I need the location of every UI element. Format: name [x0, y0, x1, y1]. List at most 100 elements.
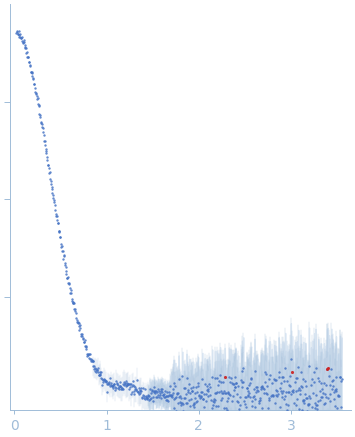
Point	[35, 94, 40, 101]
Point	[259, 382, 265, 389]
Point	[244, 385, 250, 392]
Point	[74, 319, 80, 326]
Point	[142, 385, 148, 392]
Point	[212, 375, 218, 382]
Point	[73, 310, 78, 317]
Point	[119, 385, 125, 392]
Point	[310, 375, 315, 382]
Point	[146, 392, 151, 399]
Point	[273, 392, 278, 399]
Point	[137, 390, 142, 397]
Point	[257, 395, 262, 402]
Point	[191, 403, 197, 410]
Point	[295, 363, 301, 370]
Point	[75, 320, 81, 327]
Point	[332, 402, 338, 409]
Point	[234, 379, 239, 386]
Point	[155, 391, 160, 398]
Point	[333, 374, 339, 381]
Point	[33, 89, 39, 96]
Point	[319, 385, 324, 392]
Point	[189, 387, 195, 394]
Point	[131, 391, 137, 398]
Point	[94, 367, 99, 374]
Point	[304, 407, 310, 414]
Point	[321, 379, 327, 386]
Point	[177, 399, 183, 406]
Point	[171, 379, 176, 386]
Point	[65, 280, 71, 287]
Point	[230, 392, 235, 399]
Point	[120, 386, 126, 393]
Point	[286, 413, 292, 420]
Point	[104, 388, 110, 395]
Point	[153, 394, 159, 401]
Point	[130, 382, 136, 388]
Point	[105, 380, 111, 387]
Point	[252, 368, 257, 375]
Point	[47, 170, 52, 177]
Point	[205, 393, 211, 400]
Point	[289, 388, 295, 395]
Point	[267, 395, 272, 402]
Point	[214, 389, 220, 396]
Point	[154, 393, 160, 400]
Point	[173, 382, 178, 389]
Point	[316, 408, 322, 415]
Point	[246, 382, 252, 389]
Point	[65, 274, 70, 281]
Point	[320, 423, 326, 430]
Point	[332, 386, 338, 393]
Point	[263, 371, 269, 378]
Point	[153, 388, 159, 395]
Point	[159, 388, 165, 395]
Point	[240, 379, 246, 386]
Point	[183, 400, 189, 407]
Point	[253, 404, 258, 411]
Point	[96, 371, 102, 378]
Point	[174, 391, 180, 398]
Point	[295, 386, 301, 393]
Point	[255, 387, 260, 394]
Point	[181, 394, 187, 401]
Point	[67, 290, 73, 297]
Point	[299, 407, 305, 414]
Point	[195, 382, 201, 389]
Point	[283, 388, 289, 395]
Point	[318, 393, 324, 400]
Point	[72, 306, 77, 313]
Point	[14, 28, 20, 35]
Point	[253, 389, 259, 396]
Point	[86, 350, 91, 357]
Point	[223, 389, 229, 396]
Point	[111, 381, 116, 388]
Point	[53, 211, 59, 218]
Point	[174, 390, 180, 397]
Point	[221, 404, 226, 411]
Point	[172, 395, 178, 402]
Point	[251, 386, 256, 393]
Point	[68, 287, 74, 294]
Point	[125, 380, 131, 387]
Point	[260, 383, 265, 390]
Point	[32, 81, 37, 88]
Point	[110, 385, 115, 392]
Point	[120, 381, 126, 388]
Point	[175, 389, 181, 396]
Point	[105, 381, 111, 388]
Point	[283, 401, 289, 408]
Point	[190, 383, 196, 390]
Point	[209, 373, 215, 380]
Point	[243, 394, 248, 401]
Point	[274, 392, 280, 399]
Point	[135, 388, 141, 395]
Point	[67, 284, 72, 291]
Point	[135, 388, 141, 395]
Point	[220, 389, 225, 396]
Point	[135, 387, 140, 394]
Point	[143, 392, 149, 399]
Point	[136, 385, 142, 392]
Point	[300, 397, 306, 404]
Point	[55, 219, 60, 226]
Point	[322, 400, 328, 407]
